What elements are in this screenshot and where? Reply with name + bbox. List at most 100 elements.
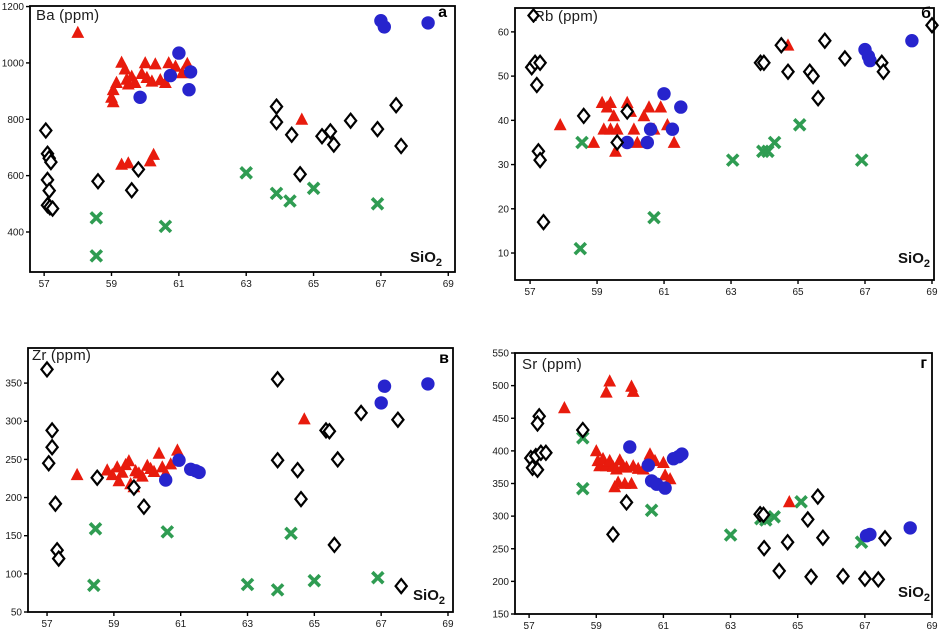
data-point: [269, 113, 284, 131]
data-point: [118, 62, 132, 75]
data-point: [421, 16, 435, 30]
data-point: [810, 487, 825, 506]
data-point: [530, 461, 545, 479]
sr-axis-title: Sr (ppm): [522, 356, 582, 373]
data-point: [323, 122, 338, 141]
data-point: [538, 444, 553, 462]
data-point: [767, 135, 782, 150]
series-black-open-diamonds: [524, 16, 940, 231]
series-red-triangles: [70, 412, 311, 493]
data-point: [370, 197, 385, 211]
data-point: [756, 506, 771, 524]
data-point: [143, 154, 157, 167]
data-point: [169, 59, 182, 72]
data-point: [133, 90, 147, 104]
y-tick-label: 10: [498, 249, 510, 260]
data-point: [126, 478, 141, 497]
data-point: [767, 510, 781, 524]
data-point: [112, 474, 126, 487]
x-tick-label: 65: [308, 279, 320, 290]
y-tick-label: 20: [498, 204, 510, 215]
x-tick-label: 61: [173, 279, 185, 290]
data-point: [533, 54, 548, 72]
y-tick-label: 800: [7, 115, 24, 126]
data-point: [71, 25, 85, 38]
data-point: [90, 172, 106, 191]
x-tick-label: 69: [443, 279, 455, 290]
data-point: [643, 447, 657, 460]
chart-panel-sr: 57 59 61 63 65 67 69 150 200 250 300 350 400 450 500 55…: [472, 330, 944, 634]
sio2-label-main: SiO: [410, 249, 436, 266]
x-tick-label: 57: [39, 279, 51, 290]
data-point: [647, 210, 661, 225]
data-point: [370, 120, 385, 138]
zr-scatter-plot: 57 59 61 63 65 67 69 50 100 150 200 250 300 350: [5, 347, 454, 630]
data-point: [643, 122, 658, 136]
data-point: [575, 421, 590, 439]
data-point: [293, 165, 308, 183]
data-point: [604, 95, 617, 108]
data-point: [903, 521, 917, 535]
y-tick-label: 1000: [2, 58, 25, 69]
data-point: [45, 421, 60, 440]
data-point: [529, 76, 544, 94]
data-point: [665, 122, 680, 136]
zr-axis-title-text: Zr (ppm): [32, 347, 92, 364]
x-tick-label: 65: [792, 621, 804, 632]
data-point: [610, 462, 623, 475]
data-point: [39, 360, 55, 379]
x-tick-label: 61: [175, 619, 187, 630]
data-point: [626, 384, 640, 397]
chart-panel-rb: 57 59 61 63 65 67 69 10 20 30 40 50 60 Rb (ppm) б Si…: [472, 0, 944, 300]
data-point: [603, 374, 617, 387]
series-black-open-diamonds: [523, 407, 893, 589]
data-point: [772, 562, 787, 580]
data-point: [163, 68, 178, 83]
data-point: [115, 465, 129, 478]
data-point: [800, 510, 815, 529]
data-point: [573, 241, 588, 256]
ba-scatter-plot: 57 59 61 63 65 67 69 400 600 800 1000 1200: [2, 2, 456, 290]
sio2-label-sub: 2: [438, 595, 445, 607]
data-point: [837, 49, 852, 68]
ba-x-axis-title: SiO2: [410, 249, 442, 269]
x-tick-label: 63: [725, 287, 737, 298]
x-tick-label: 65: [309, 619, 321, 630]
data-point: [106, 95, 120, 108]
x-tick-label: 57: [525, 287, 537, 298]
data-point: [377, 20, 391, 34]
data-point: [587, 135, 601, 148]
y-tick-label: 500: [492, 381, 509, 392]
series-blue-circles: [620, 34, 919, 150]
axes: 57 59 61 63 65 67 69 150 200 250 300 350 400 450 500 55…: [492, 349, 938, 633]
data-point: [270, 583, 285, 597]
sio2-label-sub: 2: [923, 592, 930, 604]
data-point: [172, 453, 186, 467]
data-point: [295, 112, 309, 125]
data-point: [164, 457, 178, 470]
data-point: [644, 503, 659, 518]
y-tick-label: 350: [5, 379, 22, 390]
chart-panel-zr: 57 59 61 63 65 67 69 50 100 150 200 250 300 350 Zr (p…: [0, 330, 462, 634]
data-point: [306, 181, 321, 196]
panel-letter-v: в: [439, 350, 449, 367]
data-point: [654, 100, 668, 113]
series-red-triangles: [553, 38, 795, 157]
rb-scatter-plot: 57 59 61 63 65 67 69 10 20 30 40 50 60: [498, 7, 940, 298]
data-point: [663, 472, 677, 485]
data-point: [88, 522, 103, 536]
series-red-triangles: [71, 25, 309, 170]
data-point: [854, 153, 869, 167]
data-point: [610, 122, 624, 135]
series-black-open-diamonds: [39, 360, 409, 595]
data-point: [876, 62, 891, 81]
plot-border: [514, 7, 935, 281]
data-point: [780, 62, 796, 81]
data-point: [343, 111, 358, 130]
data-point: [87, 578, 101, 593]
y-tick-label: 150: [492, 610, 509, 621]
data-point: [43, 153, 58, 171]
y-tick-label: 100: [5, 569, 22, 580]
data-point: [390, 410, 405, 429]
